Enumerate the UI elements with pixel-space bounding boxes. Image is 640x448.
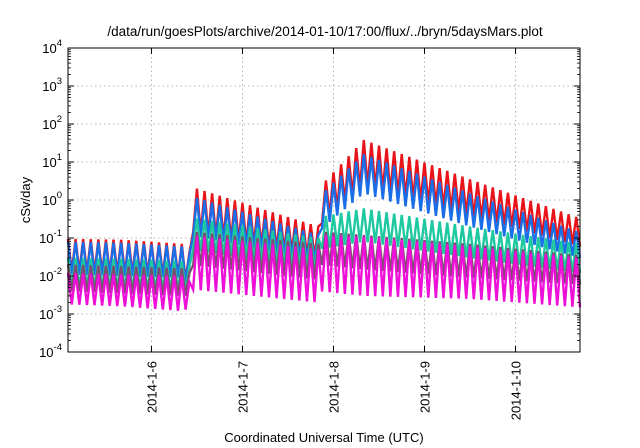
ticks: 10-4 10-3 10-2 10-1 100 101 102 103 104 2014-1-6 2… (39, 38, 580, 420)
series-line (66, 154, 582, 283)
series-line (66, 235, 582, 311)
x-tick-label: 2014-1-8 (326, 361, 341, 413)
y-tick-label: 100 (42, 190, 62, 208)
y-tick-label: 102 (42, 114, 62, 132)
x-axis-label: Coordinated Universal Time (UTC) (224, 430, 423, 445)
x-tick-label: 2014-1-6 (144, 361, 159, 413)
y-tick-label: 10-4 (39, 342, 62, 360)
y-tick-label: 101 (42, 152, 62, 170)
grid (68, 48, 580, 352)
y-tick-label: 104 (42, 38, 62, 56)
chart-title: /data/run/goesPlots/archive/2014-01-10/1… (107, 24, 542, 39)
x-tick-label: 2014-1-9 (418, 361, 433, 413)
x-tick-label: 2014-1-7 (235, 361, 250, 413)
series-layer (66, 139, 582, 311)
y-tick-label: 10-3 (39, 304, 62, 322)
y-tick-label: 10-1 (39, 228, 62, 246)
y-axis-label: cSv/day (18, 176, 33, 223)
y-tick-label: 10-2 (39, 266, 62, 284)
x-tick-label: 2014-1-10 (509, 361, 524, 420)
y-tick-label: 103 (42, 76, 62, 94)
